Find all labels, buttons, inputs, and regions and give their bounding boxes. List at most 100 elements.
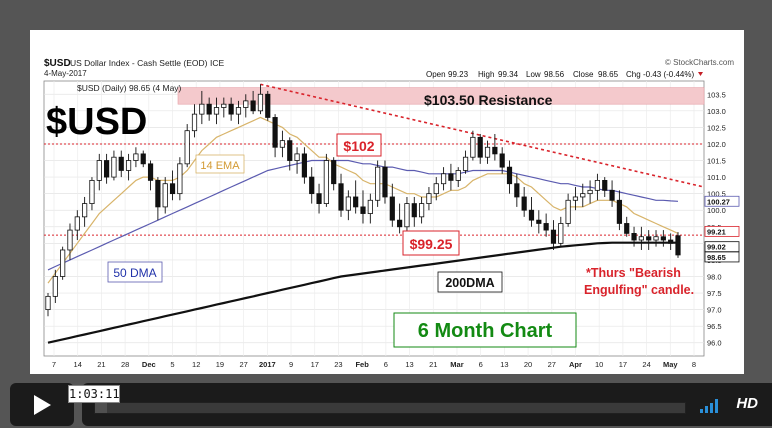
open-label: Open [426,70,446,79]
candle [375,160,381,207]
candle [309,167,315,204]
candle [338,173,344,217]
candle [162,177,168,214]
candle [433,177,439,201]
seek-bar[interactable] [94,402,686,414]
candle-up [558,223,564,244]
price-tag-label: 99.21 [707,227,726,236]
candle-down [265,93,271,118]
candle-up [419,203,425,218]
chart-date: 4-May-2017 [44,69,87,78]
candle-down [675,235,681,256]
candle [397,203,403,234]
candle [221,97,227,118]
chart-symbol: $USD [44,58,71,69]
candle [272,114,278,158]
candle-down [353,196,359,208]
y-tick-label: 96.0 [707,339,722,348]
x-tick-label: 27 [239,360,247,369]
candle-up [60,249,66,277]
close-label: Close [573,70,594,79]
candle-up [462,156,469,171]
y-tick-label: 100.5 [707,190,726,199]
candle-down [543,223,549,231]
candle [316,183,322,214]
candle-up [587,189,593,195]
candle [199,90,205,125]
candle-up [323,160,329,204]
x-tick-label: 27 [548,360,556,369]
candle-up [111,156,117,178]
candle-down [646,236,652,241]
candle-up [82,203,88,218]
candle-up [455,170,461,181]
x-tick-label: Mar [450,360,463,369]
x-tick-label: 7 [52,360,56,369]
candle [243,94,249,118]
candle-down [206,103,212,115]
video-control-bar: HD [82,383,772,426]
level-9925-annotation: $99.25 [410,236,453,252]
candles [45,84,681,317]
dma200-label-box [437,271,503,293]
candle [257,84,264,115]
volume-icon[interactable] [700,399,722,413]
level-102-annotation: $102 [343,138,374,154]
candle-up [45,295,51,311]
y-tick-label: 103.0 [707,107,726,116]
candle-down [609,189,615,201]
six-month-box [393,312,577,348]
high-value: 99.34 [498,70,519,79]
price-tag: 99.21 [704,225,740,237]
candle [462,150,469,174]
candle [140,150,146,168]
exchange-label: ICE [210,58,225,68]
candle [609,180,615,207]
buffered-progress [95,403,107,413]
candle [74,210,80,241]
candle [301,147,307,184]
candle-down [536,219,542,224]
candle-down [616,199,622,224]
candle [580,183,586,207]
candle-down [631,233,637,241]
six-month-annotation: 6 Month Chart [418,320,553,342]
candle-up [52,276,58,297]
candle [411,196,417,227]
hd-button[interactable]: HD [736,395,758,412]
candle [404,196,410,234]
price-tag: 99.02 [704,241,740,253]
price-tag: 100.27 [704,195,740,207]
play-button[interactable] [10,383,74,426]
candle-down [272,117,278,148]
candle [133,147,139,168]
candle-up [235,107,242,115]
ema-label-box [195,154,245,174]
down-arrow-icon [698,72,703,76]
x-tick-label: 6 [384,360,388,369]
candle [594,173,601,201]
candle [367,193,373,224]
candle [440,167,447,191]
open-value: 99.23 [448,70,469,79]
candle [528,196,535,227]
candle [235,100,242,125]
candle [96,153,102,191]
candle-down [550,229,557,244]
candle-down [140,153,146,165]
candle [572,187,579,211]
y-tick-label: 102.5 [707,123,726,132]
candle-down [301,153,307,178]
candle-up [199,103,205,115]
candle [419,196,425,224]
candle-down [624,223,630,234]
x-tick-label: 12 [192,360,200,369]
price-chart: $USD US Dollar Index - Cash Settle (EOD)… [43,58,740,369]
resistance-zone-layer [44,83,705,236]
candle-down [309,176,315,195]
candle-up [580,193,586,198]
candle-up [345,196,351,211]
candle [228,97,234,121]
candle-down [228,103,234,115]
candle-down [506,166,513,185]
